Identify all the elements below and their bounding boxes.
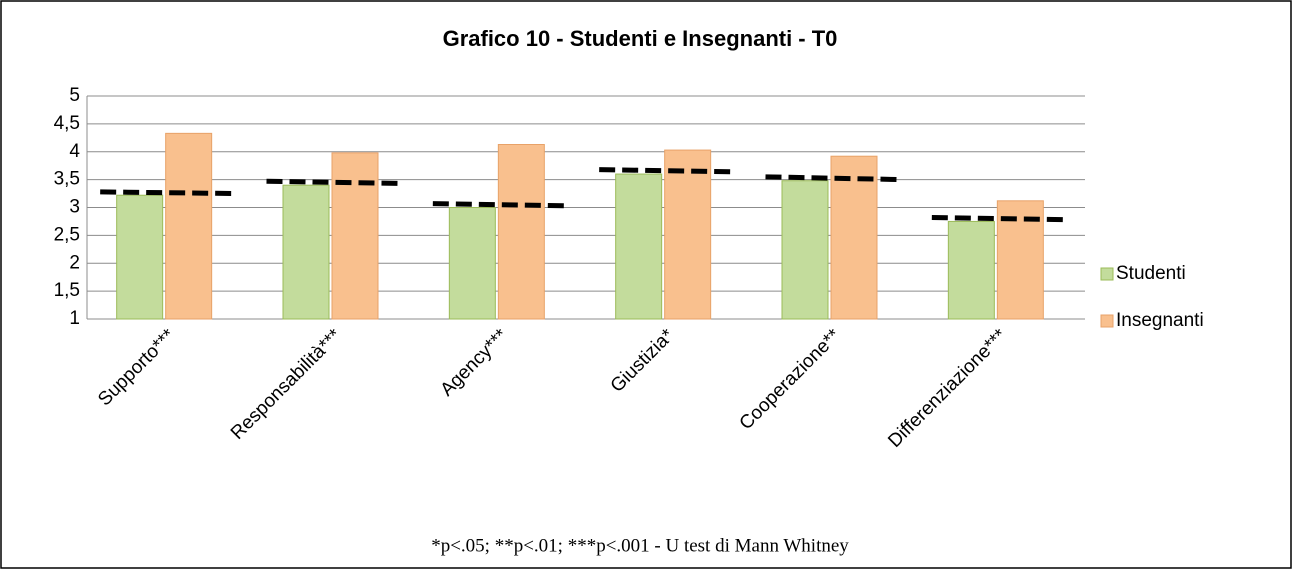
y-tick-label: 4 <box>69 141 80 162</box>
y-tick-label: 3 <box>69 197 80 218</box>
legend-swatch <box>1100 314 1114 328</box>
bar <box>331 152 379 320</box>
chart-title: Grafico 10 - Studenti e Insegnanti - T0 <box>443 26 838 51</box>
y-tick-label: 2,5 <box>54 224 80 245</box>
y-tick-label: 5 <box>69 85 80 106</box>
y-tick-label: 1,5 <box>54 280 80 301</box>
bar <box>116 194 164 320</box>
bar <box>615 173 663 320</box>
bar <box>497 144 545 320</box>
bar <box>448 207 496 320</box>
bar <box>282 184 330 320</box>
legend-label: Studenti <box>1116 263 1186 284</box>
y-tick-label: 4,5 <box>54 113 80 134</box>
bar <box>830 155 878 320</box>
bar <box>165 132 213 320</box>
legend-swatch <box>1100 267 1114 281</box>
bar <box>781 180 829 320</box>
y-tick-label: 1 <box>69 308 80 329</box>
y-tick-label: 2 <box>69 252 80 273</box>
y-tick-label: 3,5 <box>54 169 80 190</box>
bar <box>664 149 712 320</box>
note: *p<.05; **p<.01; ***p<.001 - U test di M… <box>431 535 849 556</box>
bar <box>947 220 995 320</box>
legend-label: Insegnanti <box>1116 310 1204 331</box>
